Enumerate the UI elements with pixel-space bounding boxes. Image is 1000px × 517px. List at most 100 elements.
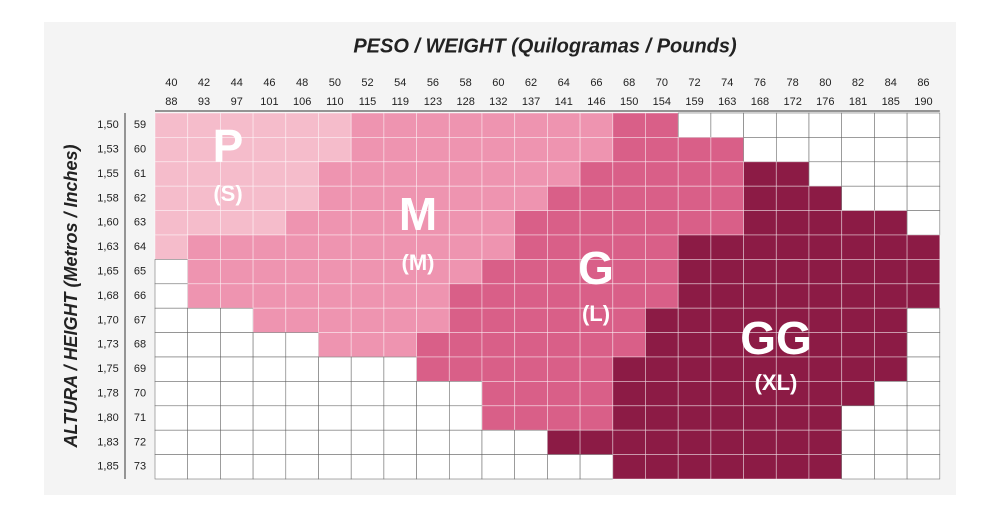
grid-cell (252, 356, 287, 382)
grid-cell (677, 356, 712, 382)
grid-cell (612, 283, 646, 309)
grid-cell (906, 283, 941, 309)
grid-cell (383, 405, 417, 431)
grid-cell (775, 258, 810, 285)
grid-cell (416, 381, 450, 407)
height-in: 65 (134, 266, 146, 278)
grid-cell (710, 234, 745, 260)
grid-cell (808, 332, 843, 358)
grid-cell (187, 454, 221, 480)
height-m: 1,65 (97, 266, 118, 278)
grid-cell (547, 454, 581, 480)
weight-lb: 123 (424, 96, 442, 108)
grid-cell (645, 454, 679, 480)
grid-cell (154, 307, 189, 333)
grid-cell (874, 234, 908, 260)
grid-cell (154, 234, 189, 260)
grid-cell (220, 332, 254, 358)
grid-cell (808, 161, 843, 187)
grid-cell (906, 210, 941, 236)
grid-cell (841, 356, 875, 382)
weight-lb: 137 (522, 96, 540, 108)
grid-cell (514, 258, 548, 285)
grid-cell (775, 161, 810, 187)
grid-cell (187, 356, 221, 382)
grid-cell (808, 405, 843, 431)
grid-cell (350, 307, 385, 334)
weight-lb: 172 (783, 96, 801, 108)
grid-cell (612, 258, 646, 285)
size-label: (L) (582, 301, 610, 326)
grid-cell (187, 405, 221, 431)
grid-cell (612, 454, 646, 480)
grid-cell (252, 405, 287, 431)
weight-lb: 150 (620, 96, 638, 108)
grid-cell (187, 429, 221, 455)
grid-cell (710, 161, 745, 187)
size-label: (XL) (755, 370, 798, 395)
grid-cell (579, 112, 614, 138)
grid-cell (350, 136, 385, 163)
weight-lb: 163 (718, 96, 736, 108)
grid-cell (710, 210, 745, 236)
grid-cell (677, 332, 712, 358)
grid-cell (874, 454, 908, 480)
grid-cell (252, 381, 287, 407)
grid-cell (808, 112, 843, 138)
grid-cell (481, 283, 516, 309)
grid-cell (841, 210, 875, 236)
grid-cell (154, 429, 189, 455)
grid-cell (187, 307, 221, 333)
grid-cell (841, 454, 875, 480)
height-in: 66 (134, 290, 146, 302)
grid-cell (743, 405, 777, 431)
grid-cell (514, 210, 548, 236)
grid-cell (579, 185, 614, 211)
grid-cell (350, 429, 385, 455)
grid-cell (285, 112, 319, 138)
grid-cell (252, 136, 287, 163)
grid-cell (841, 234, 875, 260)
grid-cell (645, 210, 679, 236)
grid-cell (841, 185, 875, 211)
grid-cell (841, 332, 875, 358)
grid-cell (743, 307, 777, 334)
grid-cell (285, 356, 319, 382)
grid-cell (514, 307, 548, 334)
grid-cell (154, 283, 189, 309)
grid-cell (645, 258, 679, 285)
size-code: P (213, 120, 244, 172)
grid-cell (874, 307, 908, 334)
grid-cell (808, 454, 843, 480)
height-m: 1,53 (97, 144, 118, 156)
grid-cell (906, 137, 941, 163)
grid-cell (808, 210, 843, 236)
grid-cell (154, 454, 189, 480)
grid-cell (906, 332, 941, 358)
weight-lb: 141 (555, 96, 573, 108)
grid-cell (220, 381, 254, 407)
grid-cell (416, 454, 450, 480)
grid-cell (154, 185, 189, 211)
grid-cell (808, 307, 843, 334)
grid-cell (350, 258, 385, 285)
grid-cell (906, 112, 941, 138)
weight-kg: 72 (688, 77, 700, 89)
height-in: 62 (134, 192, 146, 204)
weight-kg: 70 (656, 77, 668, 89)
grid-cell (318, 356, 352, 382)
grid-cell (318, 210, 352, 236)
grid-cell (775, 234, 810, 260)
grid-cell (383, 234, 417, 260)
grid-cell (710, 332, 745, 358)
grid-cell (350, 356, 385, 382)
grid-cell (645, 283, 679, 309)
weight-lb: 106 (293, 96, 311, 108)
grid-cell (645, 161, 679, 187)
grid-cell (416, 136, 450, 163)
grid-cell (448, 283, 483, 309)
grid-cell (481, 380, 516, 407)
grid-cell (645, 356, 679, 382)
height-m: 1,70 (97, 314, 118, 326)
title: PESO / WEIGHT (Quilogramas / Pounds) (353, 35, 737, 57)
